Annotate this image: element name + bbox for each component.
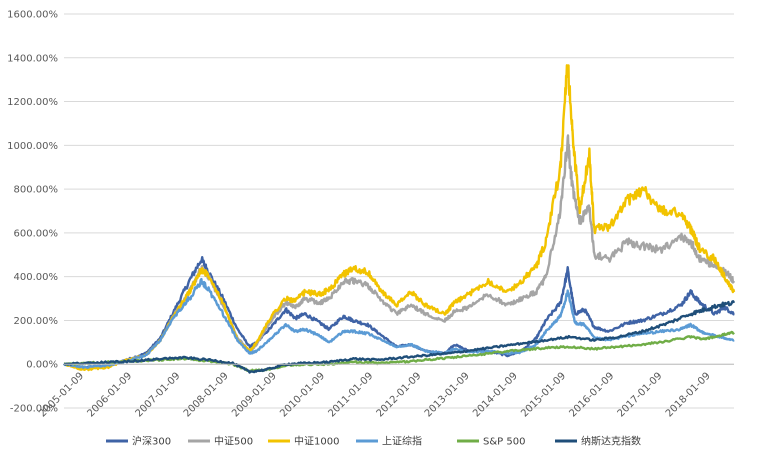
x-tick-label: 2018-01-09 xyxy=(664,371,713,420)
legend-label: 纳斯达克指数 xyxy=(581,435,641,448)
y-tick-label: 400.00% xyxy=(14,272,59,283)
x-tick-label: 2005-01-09 xyxy=(37,371,86,420)
y-tick-label: 600.00% xyxy=(14,228,59,239)
x-tick-label: 2006-01-09 xyxy=(85,371,134,420)
x-tick-label: 2007-01-09 xyxy=(134,371,183,420)
x-tick-label: 2014-01-09 xyxy=(471,371,520,420)
legend-label: 中证500 xyxy=(214,435,253,448)
legend-label: 中证1000 xyxy=(294,435,339,448)
y-tick-label: 200.00% xyxy=(14,316,59,327)
series-line-2 xyxy=(63,64,736,372)
x-tick-label: 2013-01-09 xyxy=(423,371,472,420)
x-tick-label: 2008-01-09 xyxy=(182,371,231,420)
y-tick-label: -200.00% xyxy=(10,404,58,415)
legend: 沪深300 中证500 中证1000 上证综指 S&P 500 纳斯达克指数 xyxy=(106,435,641,448)
legend-label: 上证综指 xyxy=(382,435,422,448)
y-tick-label: 1200.00% xyxy=(7,97,58,108)
x-tick-label: 2017-01-09 xyxy=(616,371,665,420)
legend-label: 沪深300 xyxy=(132,435,171,448)
y-tick-label: 1600.00% xyxy=(7,10,58,21)
y-tick-label: 0.00% xyxy=(26,360,58,371)
legend-label: S&P 500 xyxy=(483,437,525,448)
x-tick-label: 2016-01-09 xyxy=(567,371,616,420)
x-tick-label: 2012-01-09 xyxy=(375,371,424,420)
series-line-4 xyxy=(63,330,735,373)
x-tick-label: 2015-01-09 xyxy=(519,371,568,420)
y-tick-label: 1000.00% xyxy=(7,141,58,152)
x-tick-label: 2009-01-09 xyxy=(230,371,279,420)
series-lines xyxy=(63,64,736,374)
y-axis-tick-labels: -200.00% 0.00% 200.00% 400.00% 600.00% 800.00… xyxy=(7,10,58,415)
y-tick-label: 800.00% xyxy=(14,185,59,196)
x-axis: 2005-01-09 2006-01-09 2007-01-09 2008-01-09… xyxy=(37,363,734,420)
x-tick-label: 2011-01-09 xyxy=(326,371,375,420)
y-tick-label: 1400.00% xyxy=(7,53,58,64)
series-line-5 xyxy=(63,300,736,374)
gridlines xyxy=(64,13,734,409)
x-tick-label: 2010-01-09 xyxy=(278,371,327,420)
